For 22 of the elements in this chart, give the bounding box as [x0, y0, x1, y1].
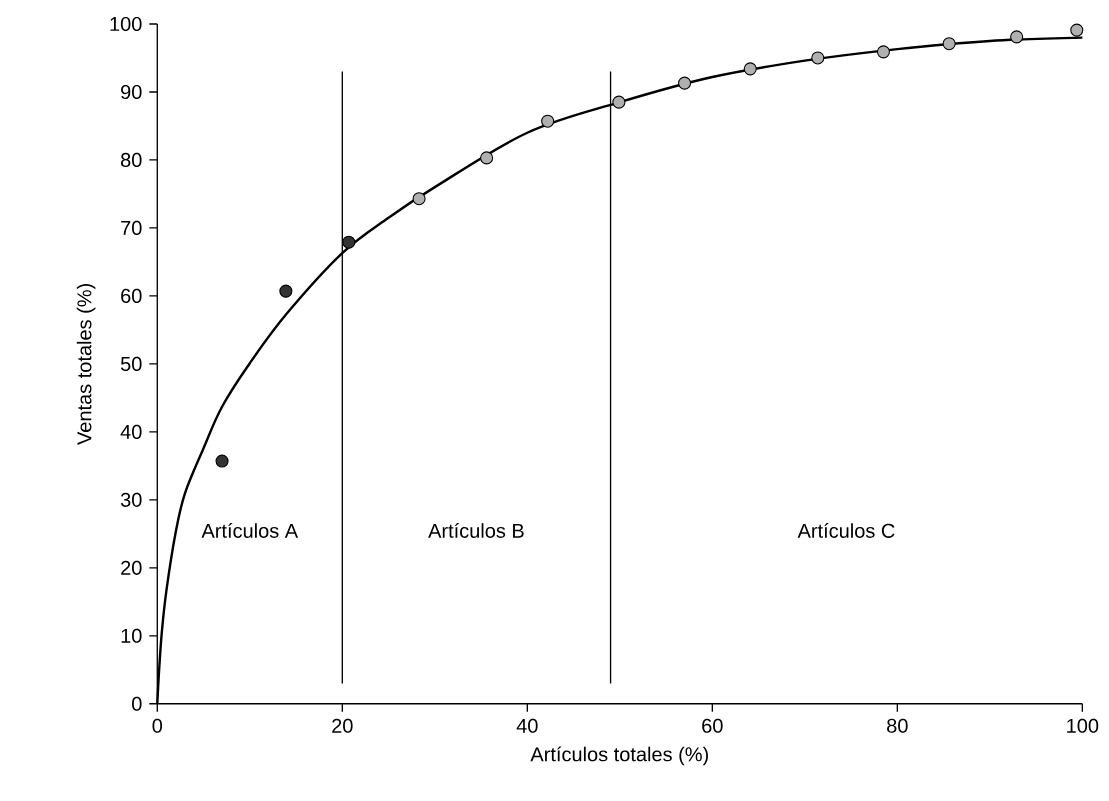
y-axis-title: Ventas totales (%)	[76, 283, 96, 445]
x-tick-label: 100	[1067, 718, 1099, 733]
y-tick-label: 30	[120, 492, 142, 507]
annotation: Artículos B	[428, 522, 524, 538]
y-tick-label: 50	[120, 356, 142, 371]
x-tick-label: 0	[152, 718, 163, 733]
y-tick-label: 0	[132, 696, 142, 711]
y-tick-label: 40	[120, 424, 142, 439]
y-tick-label: 100	[110, 16, 142, 32]
annotation: Artículos C	[797, 522, 895, 538]
y-tick-label: 90	[121, 84, 142, 99]
x-tick-label: 60	[702, 718, 723, 733]
y-tick-label: 20	[121, 560, 142, 575]
x-tick-label: 80	[887, 718, 908, 733]
x-axis-title: Artículos totales (%)	[530, 746, 708, 766]
x-tick-label: 20	[332, 718, 353, 733]
annotation: Artículos A	[201, 522, 299, 538]
y-tick-label: 60	[121, 288, 142, 303]
y-tick-label: 10	[121, 628, 142, 643]
x-tick-label: 40	[516, 718, 538, 733]
y-tick-label: 80	[121, 152, 142, 167]
y-tick-label: 70	[121, 220, 142, 235]
